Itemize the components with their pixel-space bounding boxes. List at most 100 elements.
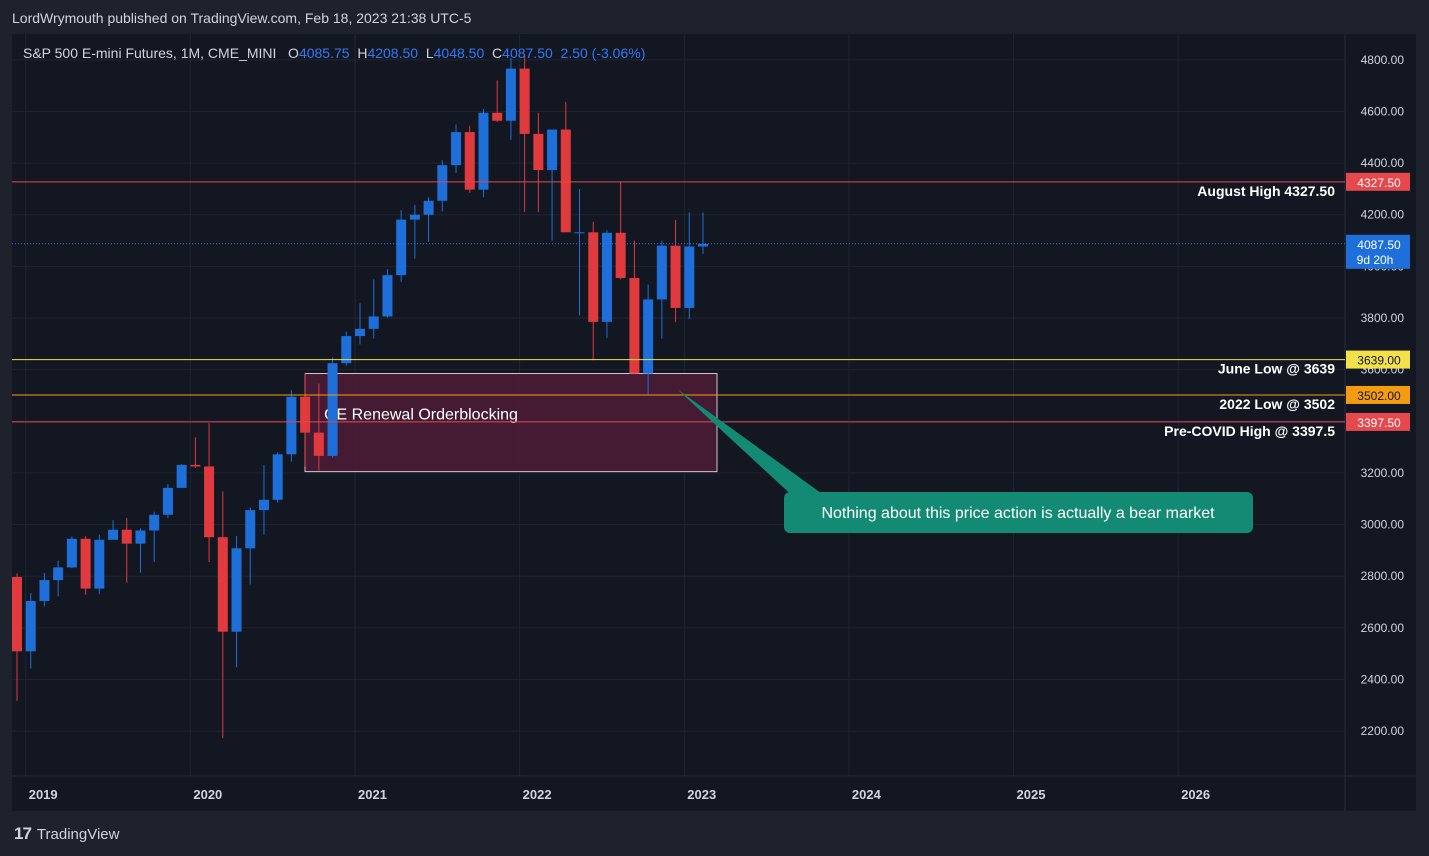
candle-body[interactable] — [643, 299, 654, 374]
callout-pointer — [677, 389, 832, 501]
level-price-tag-text: 3639.00 — [1357, 354, 1401, 368]
callout-text: Nothing about this price action is actua… — [821, 505, 1215, 522]
level-price-tag-text: 3502.00 — [1357, 389, 1401, 403]
candle-body[interactable] — [245, 510, 256, 549]
candle-body[interactable] — [12, 576, 22, 652]
level-label: August High 4327.50 — [1197, 183, 1335, 199]
candle-body[interactable] — [149, 514, 160, 531]
candle-body[interactable] — [560, 129, 571, 233]
level-label: 2022 Low @ 3502 — [1219, 396, 1335, 412]
symbol-name: S&P 500 E-mini Futures, 1M, CME_MINI — [23, 45, 277, 61]
y-tick-label: 3200.00 — [1361, 466, 1405, 480]
x-tick-label: 2025 — [1017, 787, 1046, 802]
candle-body[interactable] — [327, 363, 338, 456]
candle-body[interactable] — [204, 466, 215, 538]
candle-body[interactable] — [341, 336, 352, 364]
candle-body[interactable] — [423, 200, 434, 215]
x-tick-label: 2024 — [852, 787, 882, 802]
candle-body[interactable] — [547, 129, 558, 171]
candle-body[interactable] — [698, 243, 708, 247]
x-tick-label: 2019 — [29, 787, 58, 802]
candle-body[interactable] — [574, 232, 585, 234]
x-tick-label: 2023 — [687, 787, 716, 802]
candle-body[interactable] — [464, 132, 475, 190]
candle-body[interactable] — [121, 529, 132, 544]
candle-body[interactable] — [300, 396, 311, 433]
last-price-tag-text: 4087.50 — [1357, 238, 1401, 252]
candle-body[interactable] — [108, 529, 119, 540]
candle-body[interactable] — [25, 600, 36, 652]
level-price-tag-text: 4327.50 — [1357, 176, 1401, 190]
candle-body[interactable] — [478, 112, 489, 190]
callout-box[interactable] — [784, 492, 1253, 533]
y-tick-label: 4600.00 — [1361, 104, 1405, 118]
candle-body[interactable] — [368, 316, 379, 329]
candle-body[interactable] — [313, 432, 324, 456]
candle-body[interactable] — [396, 219, 407, 276]
candle-body[interactable] — [629, 277, 640, 374]
y-tick-label: 2400.00 — [1361, 672, 1405, 686]
change-value: 2.50 (-3.06%) — [560, 45, 646, 61]
level-price-tag — [1346, 350, 1410, 369]
candle-body[interactable] — [656, 245, 667, 300]
candle-body[interactable] — [80, 538, 91, 589]
x-tick-label: 2026 — [1181, 787, 1210, 802]
candle-body[interactable] — [519, 68, 530, 134]
candle-body[interactable] — [355, 328, 365, 337]
candle-body[interactable] — [382, 275, 393, 317]
candle-body[interactable] — [670, 245, 681, 308]
symbol-legend: S&P 500 E-mini Futures, 1M, CME_MINI O40… — [23, 45, 645, 61]
last-price-tag — [1346, 234, 1410, 269]
publish-line: LordWrymouth published on TradingView.co… — [12, 10, 472, 26]
low-label: L — [425, 45, 434, 61]
candle-body[interactable] — [588, 232, 599, 322]
level-price-tag — [1346, 412, 1410, 431]
candle-body[interactable] — [176, 464, 187, 488]
price-chart[interactable]: 2200.00 2400.00 2600.00 2800.00 3000.00 3200.… — [12, 34, 1416, 811]
candle-body[interactable] — [437, 165, 448, 201]
candle-body[interactable] — [601, 232, 612, 322]
candle-body[interactable] — [684, 246, 695, 308]
candle-body[interactable] — [492, 112, 503, 121]
candle-body[interactable] — [53, 567, 64, 581]
candle-body[interactable] — [258, 499, 269, 511]
chart-frame[interactable]: 2200.00 2400.00 2600.00 2800.00 3000.00 3200.… — [12, 34, 1416, 811]
x-tick-label: 2022 — [523, 787, 552, 802]
level-label: Pre-COVID High @ 3397.5 — [1164, 423, 1335, 439]
y-tick-label: 4200.00 — [1361, 208, 1405, 222]
high-label: H — [357, 45, 368, 61]
open-label: O — [288, 45, 299, 61]
candle-body[interactable] — [190, 464, 201, 467]
x-tick-label: 2021 — [358, 787, 387, 802]
candle-body[interactable] — [94, 539, 105, 589]
candle-body[interactable] — [409, 214, 420, 220]
y-tick-label: 3000.00 — [1361, 518, 1405, 532]
close-value: 4087.50 — [502, 45, 553, 61]
candle-body[interactable] — [217, 537, 228, 632]
candle-body[interactable] — [272, 454, 283, 500]
y-tick-label: 2200.00 — [1361, 724, 1405, 738]
level-price-tag — [1346, 172, 1410, 191]
tradingview-logo[interactable]: 17 TradingView — [14, 824, 119, 844]
low-value: 4048.50 — [433, 45, 485, 61]
candle-body[interactable] — [286, 396, 297, 455]
open-value: 4085.75 — [298, 45, 350, 61]
candle-body[interactable] — [451, 132, 462, 166]
candle-body[interactable] — [135, 530, 146, 544]
close-label: C — [492, 45, 503, 61]
tradingview-logo-icon: 17 — [14, 824, 32, 843]
candle-body[interactable] — [66, 538, 77, 568]
level-price-tag — [1346, 385, 1410, 404]
x-tick-label: 2020 — [193, 787, 222, 802]
candle-body[interactable] — [39, 580, 50, 601]
candle-body[interactable] — [533, 133, 544, 171]
candle-body[interactable] — [231, 548, 242, 632]
y-tick-label: 4800.00 — [1361, 53, 1405, 67]
y-tick-label: 2600.00 — [1361, 621, 1405, 635]
countdown-text: 9d 20h — [1357, 253, 1394, 267]
candle-body[interactable] — [615, 232, 626, 278]
y-tick-label: 2800.00 — [1361, 569, 1405, 583]
candle-body[interactable] — [505, 68, 516, 121]
level-label: June Low @ 3639 — [1218, 361, 1335, 377]
candle-body[interactable] — [162, 487, 173, 515]
